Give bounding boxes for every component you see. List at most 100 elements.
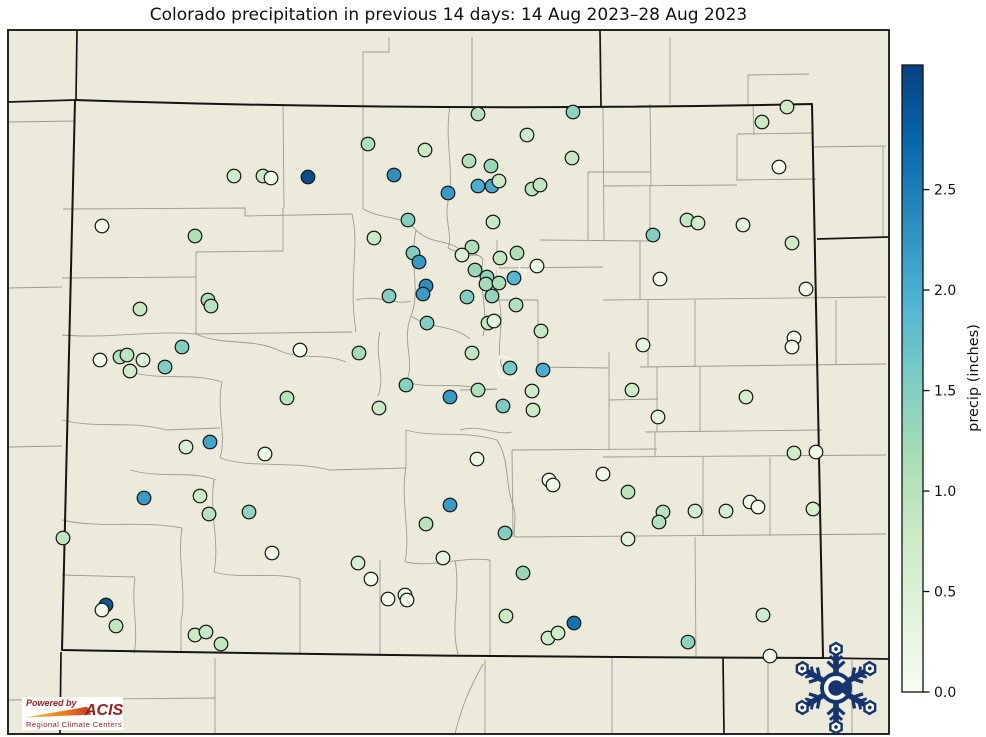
station-point — [300, 169, 316, 185]
station-point — [784, 235, 800, 251]
station-point — [467, 262, 483, 278]
county-line — [496, 439, 516, 538]
colorbar-tick-label: 2.0 — [934, 283, 956, 299]
station-point — [363, 571, 379, 587]
county-line — [811, 145, 887, 148]
station-point — [690, 215, 706, 231]
station-point — [464, 239, 480, 255]
ut-wy-border — [7, 99, 76, 103]
station-point — [508, 297, 524, 313]
county-line — [514, 533, 887, 538]
station-point — [805, 501, 821, 517]
station-point — [178, 439, 194, 455]
acis-logo: Powered by ACIS Regional Climate Centers — [22, 697, 123, 730]
station-point — [459, 289, 475, 305]
station-point — [94, 218, 110, 234]
station-point — [502, 360, 518, 376]
snowflake-arm — [826, 697, 846, 735]
county-line — [219, 381, 223, 459]
station-point — [492, 250, 508, 266]
station-point — [92, 352, 108, 368]
colorbar-gradient — [901, 64, 924, 693]
station-point — [533, 323, 549, 339]
station-point — [470, 106, 486, 122]
state-borders — [7, 29, 890, 735]
station-point — [495, 398, 511, 414]
station-point — [381, 288, 397, 304]
station-point — [201, 506, 217, 522]
station-point — [486, 313, 502, 329]
county-line — [219, 457, 407, 471]
station-point — [157, 359, 173, 375]
colorbar-axis-label: precip (inches) — [966, 324, 982, 432]
county-line — [410, 315, 471, 340]
colorbar-tick-label: 1.0 — [934, 484, 956, 500]
colorbar-tick-label: 1.5 — [934, 383, 956, 399]
station-point — [550, 625, 566, 641]
snowflake-logo-icon — [795, 641, 877, 735]
county-line — [694, 536, 697, 658]
station-point — [509, 245, 525, 261]
station-point — [687, 503, 703, 519]
county-line — [129, 469, 217, 481]
station-point — [470, 382, 486, 398]
colorbar-tick-label: 0.5 — [934, 584, 956, 600]
acis-name-label: ACIS — [85, 702, 124, 719]
county-line — [405, 429, 498, 441]
county-line — [61, 276, 197, 279]
acis-subtitle-label: Regional Climate Centers — [26, 720, 123, 729]
station-point — [350, 555, 366, 571]
station-point — [461, 153, 477, 169]
county-line — [61, 574, 136, 578]
station-point — [464, 345, 480, 361]
county-boundaries — [7, 37, 887, 735]
station-point — [718, 503, 734, 519]
station-point — [187, 228, 203, 244]
county-line — [498, 299, 503, 368]
station-point — [515, 565, 531, 581]
station-point — [198, 624, 214, 640]
station-point — [750, 499, 766, 515]
station-points — [55, 99, 824, 664]
station-point — [779, 99, 795, 115]
county-line — [747, 73, 810, 76]
station-point — [366, 230, 382, 246]
station-point — [650, 409, 666, 425]
station-point — [122, 363, 138, 379]
station-point — [483, 158, 499, 174]
station-point — [279, 390, 295, 406]
colorbar-tick-label: 0.0 — [934, 685, 956, 701]
county-line — [644, 429, 823, 433]
station-point — [226, 168, 242, 184]
station-point — [241, 504, 257, 520]
county-line — [602, 105, 605, 241]
colorbar-tick-label: 2.5 — [934, 182, 956, 198]
station-point — [94, 602, 110, 618]
springs-boundary-line — [496, 355, 520, 380]
station-point — [135, 352, 151, 368]
county-line — [377, 331, 382, 397]
station-point — [398, 377, 414, 393]
station-point — [652, 271, 668, 287]
county-line — [736, 132, 815, 135]
county-line — [736, 178, 817, 181]
station-point — [564, 150, 580, 166]
station-point — [519, 127, 535, 143]
station-point — [808, 444, 824, 460]
county-line — [602, 454, 887, 458]
station-point — [491, 173, 507, 189]
ne-ks-border — [816, 236, 890, 240]
county-line — [539, 239, 651, 242]
county-line — [363, 37, 390, 53]
station-point — [400, 212, 416, 228]
station-point — [566, 615, 582, 631]
station-point — [735, 217, 751, 233]
county-line — [446, 105, 451, 249]
county-line — [511, 449, 514, 538]
station-point — [351, 345, 367, 361]
plot-frame — [7, 29, 890, 735]
station-point — [798, 281, 814, 297]
county-line — [133, 577, 137, 654]
station-point — [497, 525, 513, 541]
